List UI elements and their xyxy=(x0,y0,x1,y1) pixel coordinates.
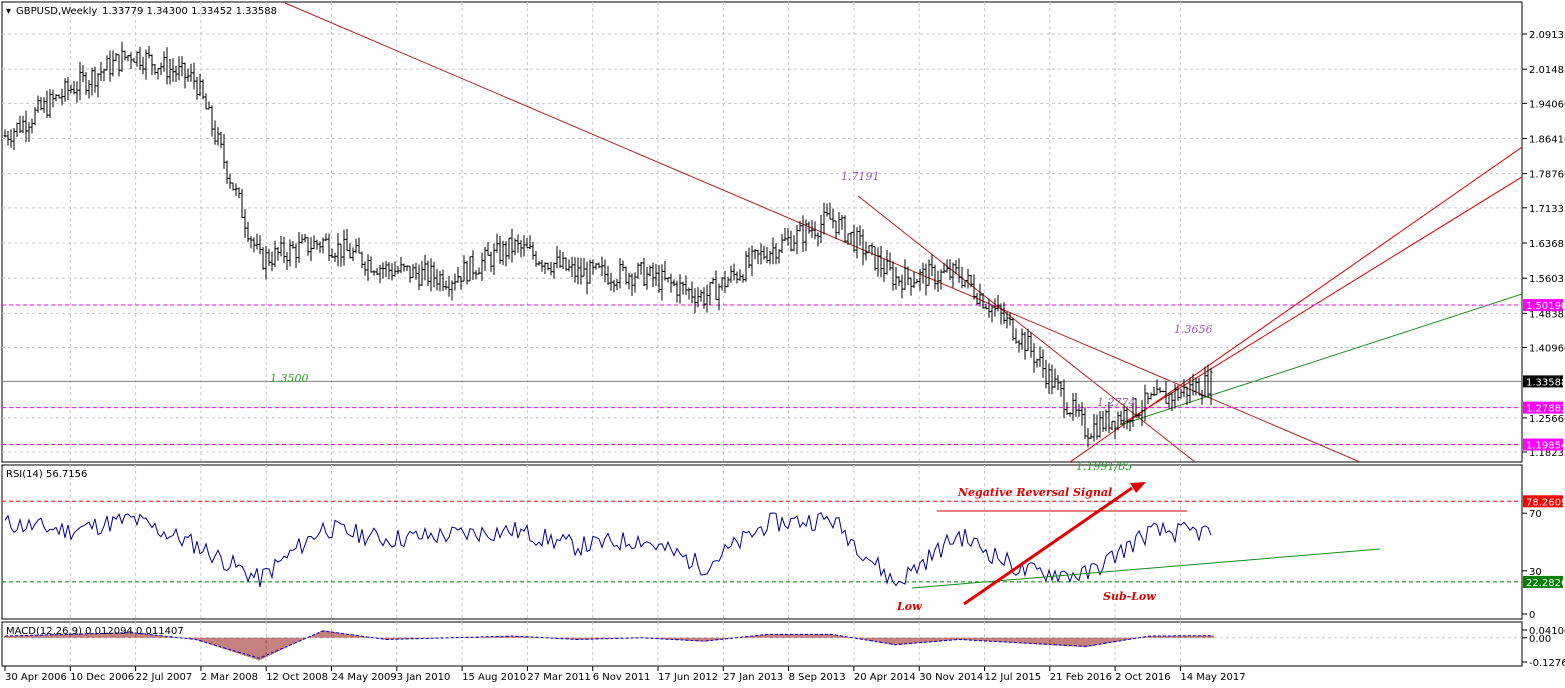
time-tick-label: 21 Feb 2016 xyxy=(1050,672,1112,683)
time-axis[interactable]: 30 Apr 2006 10 Dec 2006 22 Jul 2007 2 Mar 2… xyxy=(4,666,1246,683)
annotation-high-2017: 1.3656 xyxy=(1174,323,1213,336)
downtrend-line-long xyxy=(284,2,1361,462)
time-tick-label: 20 Apr 2014 xyxy=(854,672,916,683)
price-tick-label: 1.71335 xyxy=(1529,204,1565,215)
annotation-rsi-low: Low xyxy=(896,600,922,613)
rsi-line xyxy=(4,511,1212,588)
annotation-low-2016: 1.1991/85 xyxy=(1076,460,1132,473)
main-chart-panel[interactable] xyxy=(1,1,1523,463)
price-tick-label: 1.18235 xyxy=(1529,448,1565,459)
time-tick-label: 12 Oct 2008 xyxy=(266,672,328,683)
price-level-tag: 1.50190 xyxy=(1526,301,1565,312)
price-tick-label: 2.01485 xyxy=(1529,65,1565,76)
time-tick-label: 2 Oct 2016 xyxy=(1115,672,1170,683)
price-tick-label: 1.78760 xyxy=(1529,170,1565,181)
rsi-level-tag: 78.2609 xyxy=(1526,497,1565,508)
time-tick-label: 8 Sep 2013 xyxy=(789,672,846,683)
annotation-rsi-sub-low: Sub-Low xyxy=(1103,590,1156,603)
price-level-tag: 1.27883 xyxy=(1526,404,1565,415)
rsi-tick-label: 30 xyxy=(1529,567,1542,578)
time-tick-label: 27 Mar 2011 xyxy=(527,672,590,683)
time-tick-label: 27 Jan 2013 xyxy=(723,672,783,683)
price-tick-label: 1.40960 xyxy=(1529,344,1565,355)
time-tick-label: 17 Jun 2012 xyxy=(658,672,718,683)
price-gridlines xyxy=(2,33,1522,453)
price-axis[interactable]: 2.09135 2.01485 1.94060 1.86410 1.78760 1.713… xyxy=(1522,30,1565,459)
time-tick-label: 30 Apr 2006 xyxy=(5,672,67,683)
annotation-low-2008: 1.3500 xyxy=(270,372,309,385)
time-tick-label: 2 Mar 2008 xyxy=(201,672,258,683)
annotation-high: 1.7191 xyxy=(841,170,880,183)
price-tick-label: 1.48385 xyxy=(1529,309,1565,320)
time-tick-label: 3 Jan 2010 xyxy=(397,672,451,683)
time-tick-label: 14 May 2017 xyxy=(1180,672,1245,683)
rsi-tick-label: 0 xyxy=(1529,610,1535,621)
price-tick-label: 1.56035 xyxy=(1529,274,1565,285)
rsi-axis[interactable]: 70 30 0 xyxy=(1522,509,1542,621)
main-chart-title: GBPUSD,Weekly xyxy=(16,6,97,17)
time-tick-label: 24 May 2009 xyxy=(332,672,397,683)
price-tick-label: 1.25660 xyxy=(1529,414,1565,425)
price-tick-label: 1.94060 xyxy=(1529,99,1565,110)
rsi-level-tag-bg xyxy=(1523,575,1563,588)
rsi-support-line xyxy=(911,548,1381,589)
rsi-level-tag: 22.2826 xyxy=(1526,578,1565,589)
time-tick-label: 30 Nov 2014 xyxy=(919,672,983,683)
main-chart-ohlc: 1.33779 1.34300 1.33452 1.33588 xyxy=(102,6,277,17)
macd-tick-label: 0.041008 xyxy=(1529,626,1565,637)
macd-signal-line xyxy=(4,630,1213,659)
macd-tick-label: -0.12769 xyxy=(1529,658,1565,669)
price-bars xyxy=(3,41,1213,448)
price-tick-label: 2.09135 xyxy=(1529,30,1565,41)
time-tick-label: 10 Dec 2006 xyxy=(70,672,134,683)
time-tick-label: 12 Jul 2015 xyxy=(985,672,1042,683)
reversal-arrow xyxy=(963,482,1146,606)
price-level-tag: 1.19854 xyxy=(1526,441,1565,452)
symbol-arrow-icon: ▾ xyxy=(6,6,11,17)
macd-panel[interactable] xyxy=(1,621,1523,667)
price-level-tag-bg xyxy=(1523,375,1563,388)
price-level-tags: 1.50190 1.33588 1.27883 1.19854 xyxy=(1523,299,1565,452)
price-tick-label: 1.86410 xyxy=(1529,135,1565,146)
price-level-tag: 1.33588 xyxy=(1526,377,1565,388)
main-annotations: 1.7191 1.3500 1.3656 1.2774 1.1991/85 xyxy=(270,170,1213,473)
time-tick-label: 6 Nov 2011 xyxy=(593,672,651,683)
price-level-tag-bg xyxy=(1523,438,1563,451)
time-tick-label: 15 Aug 2010 xyxy=(462,672,526,683)
annotation-mid-2016: 1.2774 xyxy=(1097,396,1136,409)
macd-tick-label: 0.00 xyxy=(1529,634,1551,645)
price-tick-label: 1.63685 xyxy=(1529,239,1565,250)
price-level-tag-bg xyxy=(1523,299,1563,312)
channel-middle-line xyxy=(1119,176,1522,426)
rsi-panel[interactable] xyxy=(1,464,1523,620)
rsi-level-tag-bg xyxy=(1523,495,1563,508)
macd-panel-title: MACD(12,26,9) 0.012094 0.011407 xyxy=(6,626,184,637)
time-tick-label: 22 Jul 2007 xyxy=(136,672,193,683)
price-level-tag-bg xyxy=(1523,401,1563,414)
macd-axis[interactable]: 0.0410080.00 -0.12769 xyxy=(1522,626,1565,669)
rsi-tick-label: 70 xyxy=(1529,509,1542,520)
rsi-panel-title: RSI(14) 56.7156 xyxy=(6,469,87,480)
rsi-level-tags: 78.2609 22.2826 xyxy=(1523,495,1565,589)
annotation-negative-reversal: Negative Reversal Signal xyxy=(957,486,1112,499)
